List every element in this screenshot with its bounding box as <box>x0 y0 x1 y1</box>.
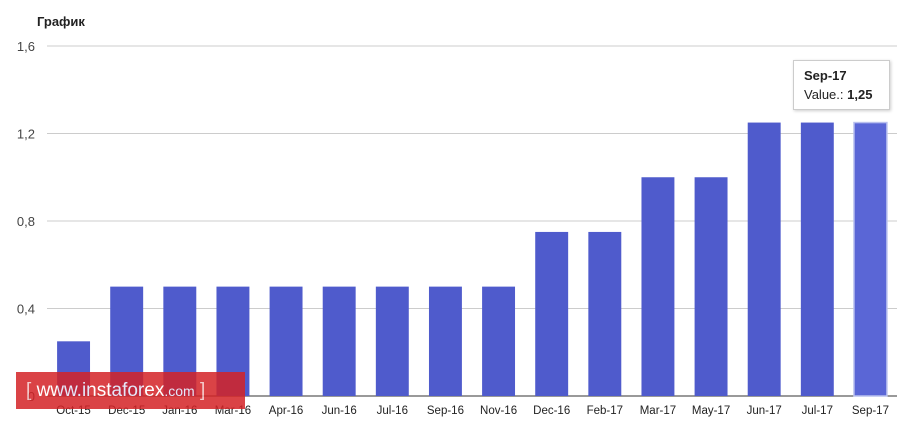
y-tick-label: 0,4 <box>17 302 35 317</box>
bar <box>853 121 888 397</box>
tooltip-title: Sep-17 <box>804 68 847 83</box>
watermark-logo: [ www.instaforex.com ] <box>16 372 245 409</box>
y-tick-label: 1,2 <box>17 127 35 142</box>
y-tick-label: 0,8 <box>17 214 35 229</box>
x-tick-label: Sep-16 <box>427 405 464 417</box>
y-tick-label: 1,6 <box>17 39 35 54</box>
x-tick-label: Jul-16 <box>377 405 408 417</box>
x-tick-label: Jun-16 <box>322 405 357 417</box>
x-tick-label: Mar-17 <box>640 405 676 417</box>
x-tick-label: Jun-17 <box>747 405 782 417</box>
x-tick-label: Feb-17 <box>587 405 623 417</box>
bar <box>694 177 728 396</box>
watermark-open-bracket: [ <box>26 380 32 401</box>
x-tick-label: Nov-16 <box>480 405 517 417</box>
watermark-suffix: .com <box>164 383 195 399</box>
tooltip-line: Value.: 1,25 <box>804 87 872 102</box>
bar <box>269 286 303 396</box>
x-tick-label: Jul-17 <box>802 405 833 417</box>
bar <box>588 231 622 396</box>
x-tick-label: Sep-17 <box>852 405 889 417</box>
watermark-text: www.instaforex <box>36 380 165 401</box>
x-tick-label: Dec-16 <box>533 405 570 417</box>
tooltip: Sep-17 Value.: 1,25 <box>793 60 890 110</box>
x-tick-label: May-17 <box>692 405 730 417</box>
bar <box>322 286 356 396</box>
bar <box>641 177 675 396</box>
tooltip-value: 1,25 <box>847 87 873 102</box>
bar <box>747 122 781 396</box>
bar <box>535 231 569 396</box>
bar <box>482 286 516 396</box>
chart-title: График <box>37 14 85 29</box>
x-tick-label: Apr-16 <box>269 405 304 417</box>
watermark-close-bracket: ] <box>199 380 206 401</box>
bar <box>428 286 462 396</box>
bar <box>375 286 409 396</box>
tooltip-label: Value.: <box>804 87 844 102</box>
bar <box>800 122 834 396</box>
